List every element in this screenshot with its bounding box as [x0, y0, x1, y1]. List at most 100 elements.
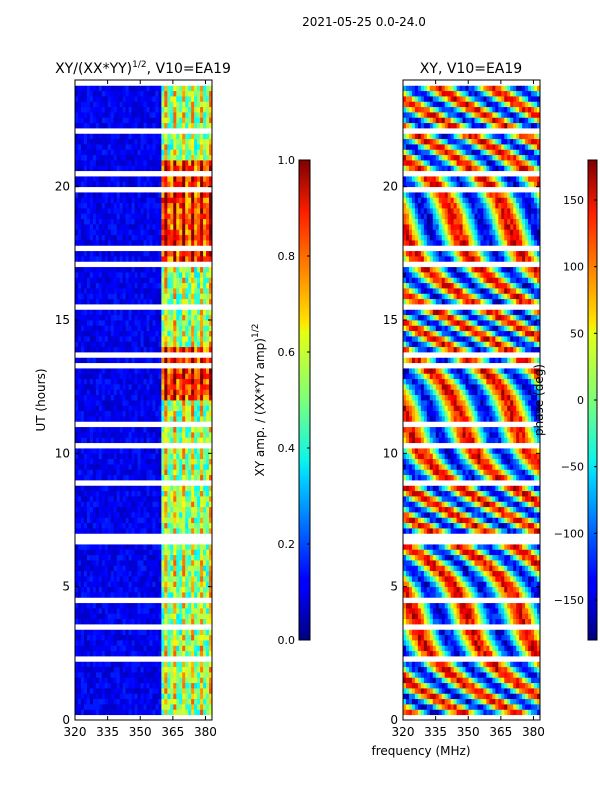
amplitude-heatmap-cell [209, 437, 213, 444]
amplitude-heatmap-cell [176, 453, 180, 460]
amplitude-heatmap-cell [134, 560, 138, 566]
amplitude-heatmap-cell [158, 373, 162, 380]
amplitude-heatmap-cell [98, 352, 103, 358]
amplitude-heatmap-cell [149, 613, 153, 620]
amplitude-heatmap-cell [86, 490, 91, 497]
amplitude-heatmap-cell [86, 554, 91, 561]
amplitude-heatmap-cell [95, 160, 100, 166]
amplitude-heatmap-cell [104, 458, 109, 465]
amplitude-heatmap-cell [92, 602, 97, 609]
amplitude-heatmap-cell [101, 432, 106, 438]
amplitude-heatmap-cell [191, 357, 195, 364]
amplitude-heatmap-cell [185, 682, 189, 689]
amplitude-heatmap-cell [113, 453, 118, 460]
amplitude-heatmap-cell [188, 666, 192, 673]
amplitude-heatmap-cell [209, 645, 213, 652]
amplitude-heatmap-cell [116, 357, 121, 364]
amplitude-heatmap-cell [164, 384, 168, 390]
amplitude-heatmap-cell [194, 458, 198, 465]
amplitude-heatmap-cell [113, 501, 118, 508]
amplitude-heatmap-cell [77, 426, 82, 433]
amplitude-heatmap-cell [167, 421, 171, 428]
amplitude-heatmap-cell [143, 666, 147, 673]
amplitude-heatmap-cell [89, 373, 94, 380]
amplitude-heatmap-cell [134, 698, 138, 705]
amplitude-heatmap-cell [161, 458, 165, 465]
amplitude-heatmap-cell [92, 560, 97, 566]
amplitude-heatmap-cell [92, 368, 97, 374]
amplitude-heatmap-cell [101, 229, 106, 236]
amplitude-heatmap-cell [125, 565, 130, 572]
amplitude-heatmap-cell [92, 485, 97, 492]
amplitude-heatmap-cell [131, 490, 135, 497]
amplitude-heatmap-cell [200, 506, 204, 513]
amplitude-heatmap-cell [194, 650, 198, 657]
amplitude-heatmap-cell [146, 565, 150, 572]
amplitude-heatmap-cell [206, 586, 210, 593]
amplitude-heatmap-cell [167, 570, 171, 577]
amplitude-heatmap-cell [152, 384, 156, 390]
amplitude-heatmap-cell [149, 229, 153, 236]
amplitude-heatmap-cell [101, 554, 106, 561]
amplitude-heatmap-cell [179, 672, 183, 678]
amplitude-heatmap-cell [170, 400, 174, 406]
amplitude-heatmap-cell [107, 704, 112, 710]
amplitude-heatmap-cell [122, 554, 127, 561]
amplitude-heatmap-cell [209, 192, 213, 198]
amplitude-heatmap-cell [104, 261, 109, 268]
amplitude-heatmap-cell [185, 677, 189, 684]
amplitude-heatmap-cell [185, 624, 189, 630]
amplitude-heatmap-cell [89, 229, 94, 236]
amplitude-heatmap-cell [185, 325, 189, 332]
amplitude-heatmap-cell [194, 277, 198, 284]
amplitude-heatmap-cell [146, 517, 150, 524]
amplitude-heatmap-cell [113, 576, 118, 582]
amplitude-heatmap-cell [128, 624, 132, 630]
amplitude-heatmap-cell [206, 320, 210, 326]
amplitude-heatmap-cell [176, 661, 180, 668]
amplitude-heatmap-cell [191, 464, 195, 470]
amplitude-heatmap-cell [143, 261, 147, 268]
amplitude-heatmap-cell [80, 506, 85, 513]
amplitude-heatmap-cell [101, 304, 106, 310]
amplitude-heatmap-cell [206, 448, 210, 454]
amplitude-heatmap-cell [80, 149, 85, 156]
amplitude-heatmap-cell [206, 293, 210, 300]
amplitude-heatmap-cell [191, 224, 195, 230]
amplitude-heatmap-cell [95, 261, 100, 268]
amplitude-heatmap-cell [119, 218, 124, 225]
amplitude-heatmap-cell [143, 192, 147, 198]
amplitude-heatmap-cell [98, 192, 103, 198]
amplitude-heatmap-cell [128, 512, 132, 518]
amplitude-heatmap-cell [182, 362, 186, 369]
amplitude-heatmap-cell [194, 298, 198, 305]
amplitude-heatmap-cell [86, 624, 91, 630]
amplitude-heatmap-cell [140, 448, 144, 454]
amplitude-heatmap-cell [89, 384, 94, 390]
amplitude-heatmap-cell [119, 320, 124, 326]
amplitude-heatmap-cell [119, 586, 124, 593]
amplitude-heatmap-cell [83, 634, 88, 641]
amplitude-heatmap-cell [119, 202, 124, 209]
amplitude-heatmap-cell [110, 522, 115, 529]
amplitude-heatmap-cell [170, 240, 174, 246]
amplitude-heatmap-cell [107, 325, 112, 332]
amplitude-heatmap-cell [155, 266, 159, 273]
amplitude-heatmap-cell [107, 197, 112, 204]
amplitude-heatmap-cell [122, 384, 127, 390]
amplitude-heatmap-cell [101, 394, 106, 401]
amplitude-heatmap-cell [197, 474, 201, 481]
amplitude-heatmap-cell [206, 704, 210, 710]
amplitude-heatmap-cell [161, 405, 165, 412]
amplitude-heatmap-cell [83, 458, 88, 465]
amplitude-heatmap-cell [80, 234, 85, 241]
amplitude-heatmap-cell [197, 389, 201, 396]
amplitude-heatmap-cell [167, 304, 171, 310]
amplitude-heatmap-cell [95, 458, 100, 465]
amplitude-heatmap-cell [131, 458, 135, 465]
amplitude-heatmap-cell [80, 549, 85, 556]
amplitude-heatmap-cell [206, 608, 210, 614]
amplitude-heatmap-cell [75, 282, 79, 289]
amplitude-heatmap-cell [80, 560, 85, 566]
amplitude-heatmap-cell [119, 602, 124, 609]
